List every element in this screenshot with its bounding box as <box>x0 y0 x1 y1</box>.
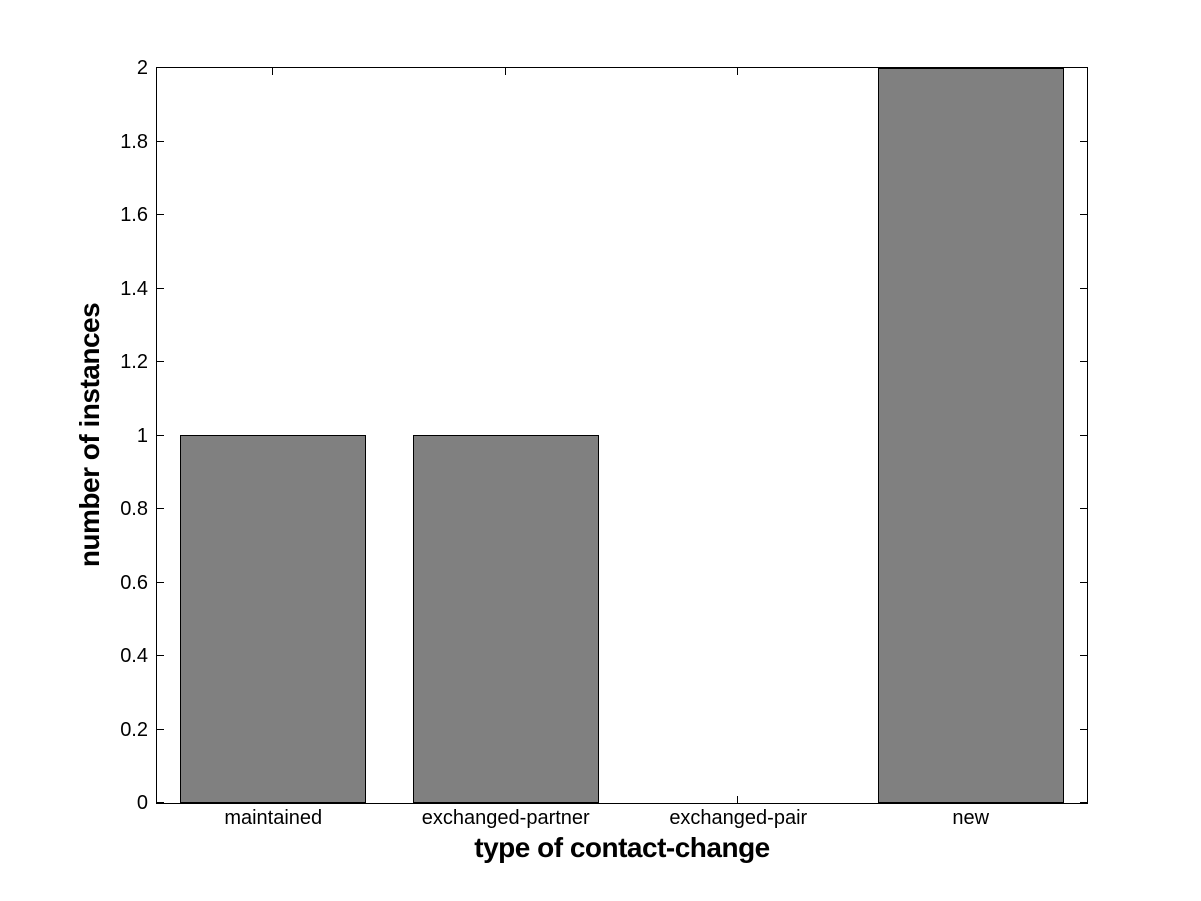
y-tick-label: 2 <box>136 57 148 79</box>
axis-tick <box>1080 582 1087 583</box>
axis-tick <box>157 802 164 803</box>
x-category-label: maintained <box>224 807 323 829</box>
axis-tick <box>1080 729 1087 730</box>
axis-tick <box>737 796 738 803</box>
y-tick-label: 0.6 <box>120 571 148 594</box>
y-tick-label: 1.6 <box>120 204 148 226</box>
axis-tick <box>1080 288 1087 289</box>
axis-tick <box>157 582 164 583</box>
y-tick-label: 1.2 <box>120 351 148 373</box>
axis-tick <box>1080 655 1087 656</box>
y-tick-label: 0.2 <box>120 718 148 741</box>
x-category-label: new <box>952 807 990 829</box>
bar-new <box>878 68 1064 803</box>
axis-tick <box>1080 214 1087 215</box>
axis-tick <box>157 67 164 68</box>
x-axis-label: type of contact-change <box>474 832 770 863</box>
y-axis-label: number of instances <box>74 302 105 568</box>
axis-tick <box>1080 67 1087 68</box>
axis-tick <box>157 508 164 509</box>
x-category-label: exchanged-partner <box>421 807 590 829</box>
axis-tick <box>157 141 164 142</box>
y-tick-label: 1.4 <box>120 277 148 300</box>
axis-tick <box>1080 361 1087 362</box>
y-tick-label: 1 <box>136 424 148 447</box>
axis-tick <box>157 214 164 215</box>
axis-tick <box>157 435 164 436</box>
axis-tick <box>1080 802 1087 803</box>
axis-tick <box>157 729 164 730</box>
y-tick-label: 0 <box>136 792 148 814</box>
axis-tick <box>1080 508 1087 509</box>
x-category-label: exchanged-pair <box>669 807 808 829</box>
axis-tick <box>737 68 738 75</box>
axis-tick <box>1080 141 1087 142</box>
y-tick-label: 1.8 <box>120 130 148 153</box>
axis-tick <box>1080 435 1087 436</box>
axis-tick <box>157 361 164 362</box>
axis-tick <box>157 288 164 289</box>
bar-maintained <box>180 435 366 803</box>
axis-tick <box>272 68 273 75</box>
y-tick-label: 0.8 <box>120 498 148 520</box>
plot-area <box>156 67 1088 804</box>
bar-exchanged-partner <box>413 435 599 803</box>
y-tick-label: 0.4 <box>120 645 148 667</box>
axis-tick <box>157 655 164 656</box>
axis-tick <box>505 68 506 75</box>
